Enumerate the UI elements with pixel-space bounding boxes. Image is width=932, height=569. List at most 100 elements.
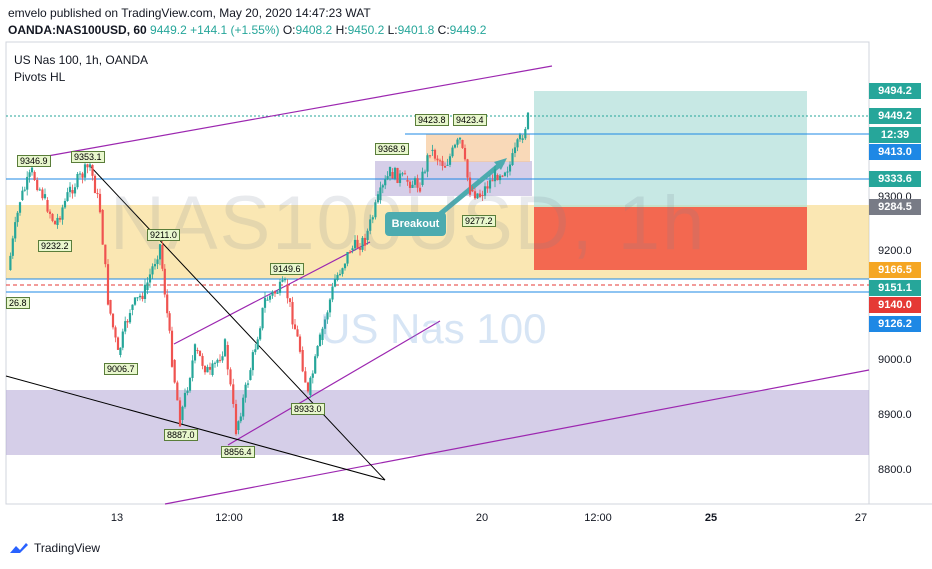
- candle-body: [341, 268, 344, 274]
- candle-body: [466, 159, 469, 178]
- pivot-label: 9423.4: [453, 114, 487, 126]
- indicator-label[interactable]: Pivots HL: [14, 70, 66, 84]
- x-tick: 27: [854, 512, 868, 524]
- chart-title: US Nas 100, 1h, OANDA: [14, 53, 149, 67]
- candle-body: [73, 187, 77, 194]
- candle-body: [239, 416, 242, 422]
- price-tag-9413: 9413.0: [869, 144, 921, 160]
- candle-body: [498, 175, 502, 181]
- candle-body: [128, 313, 132, 323]
- candle-body: [461, 140, 464, 148]
- price-tag-countdown: 12:39: [869, 127, 921, 143]
- candle-body: [356, 239, 359, 248]
- candle-body: [121, 331, 124, 348]
- candle-body: [259, 328, 262, 340]
- candle-body: [106, 264, 110, 305]
- candle-body: [338, 273, 342, 275]
- candle-body: [58, 217, 62, 220]
- candle-body: [18, 202, 22, 213]
- tradingview-logo[interactable]: TradingView: [8, 541, 100, 555]
- candle-body: [9, 255, 12, 270]
- candle-body: [318, 334, 322, 347]
- candle-body: [196, 350, 199, 351]
- candle-body: [53, 220, 57, 225]
- candle-body: [426, 155, 429, 172]
- candle-body: [173, 360, 176, 383]
- candle-body: [38, 189, 41, 191]
- open-key: O:: [282, 23, 296, 37]
- pivot-label: 9346.9: [17, 155, 51, 167]
- pivot-label: 9368.9: [375, 143, 409, 155]
- candle-body: [371, 217, 374, 220]
- candle-body: [391, 172, 394, 179]
- candle-body: [283, 279, 287, 281]
- pivot-label: 9353.1: [71, 151, 105, 163]
- candle-body: [506, 171, 509, 173]
- candle-body: [314, 356, 317, 374]
- candle-body: [376, 194, 380, 203]
- candle-body: [321, 328, 324, 340]
- chart-header: emvelo published on TradingView.com, May…: [8, 5, 486, 39]
- candle-body: [26, 176, 29, 190]
- candle-body: [254, 349, 257, 353]
- candle-body: [381, 185, 384, 188]
- candle-body: [153, 264, 157, 267]
- upper-channel-line: [41, 65, 553, 158]
- pivot-label: 9149.6: [270, 263, 304, 275]
- candle-body: [516, 139, 519, 148]
- candle-body: [198, 350, 202, 356]
- candle-body: [369, 219, 372, 231]
- candle-body: [483, 186, 487, 196]
- stop-box: [534, 207, 807, 270]
- pivot-label: 9277.2: [462, 215, 496, 227]
- candle-body: [234, 403, 238, 435]
- candle-body: [116, 337, 120, 350]
- change-value: +144.1 (+1.55%): [190, 23, 280, 37]
- candle-body: [91, 165, 94, 176]
- pivot-label: 9232.2: [38, 240, 72, 252]
- breakout-callout: Breakout: [385, 212, 446, 236]
- candle-body: [201, 355, 204, 366]
- price-tag-target: 9494.2: [869, 83, 921, 99]
- candle-body: [28, 172, 31, 177]
- candle-body: [286, 285, 289, 299]
- candle-body: [226, 345, 229, 370]
- y-tick: 9200.0: [878, 245, 912, 257]
- price-tag-9126: 9126.2: [869, 316, 921, 332]
- candle-body: [379, 187, 382, 200]
- ohlc-line: OANDA:NAS100USD, 60 9449.2 +144.1 (+1.55…: [8, 22, 486, 39]
- candle-body: [343, 263, 347, 269]
- lower-channel-line: [164, 369, 870, 505]
- candle-body: [431, 149, 434, 151]
- name-watermark: US Nas 100: [320, 305, 547, 352]
- candle-body: [256, 339, 259, 350]
- y-tick: 8900.0: [878, 409, 912, 421]
- candle-body: [223, 339, 227, 357]
- candle-body: [488, 180, 492, 189]
- candle-body: [304, 371, 307, 383]
- candle-body: [421, 171, 424, 185]
- candle-body: [261, 307, 264, 329]
- candle-body: [418, 187, 422, 192]
- candle-body: [393, 167, 397, 179]
- price-tag-stop: 9166.5: [869, 262, 921, 278]
- candle-body: [388, 166, 392, 177]
- candle-body: [96, 193, 99, 195]
- candle-body: [436, 158, 439, 161]
- candle-body: [101, 210, 104, 245]
- candle-body: [21, 190, 24, 200]
- candle-body: [316, 346, 319, 357]
- price-tag-9151: 9151.1: [869, 280, 921, 296]
- candle-body: [221, 356, 224, 361]
- pivot-label: 9006.7: [104, 363, 138, 375]
- candle-body: [451, 147, 454, 157]
- candle-body: [11, 238, 14, 256]
- candle-body: [443, 166, 447, 168]
- candle-body: [208, 366, 212, 370]
- candle-body: [416, 178, 419, 188]
- pivot-label: 9211.0: [147, 229, 180, 241]
- x-tick: 12:00: [215, 512, 243, 524]
- candle-body: [251, 352, 254, 371]
- candle-body: [263, 297, 267, 308]
